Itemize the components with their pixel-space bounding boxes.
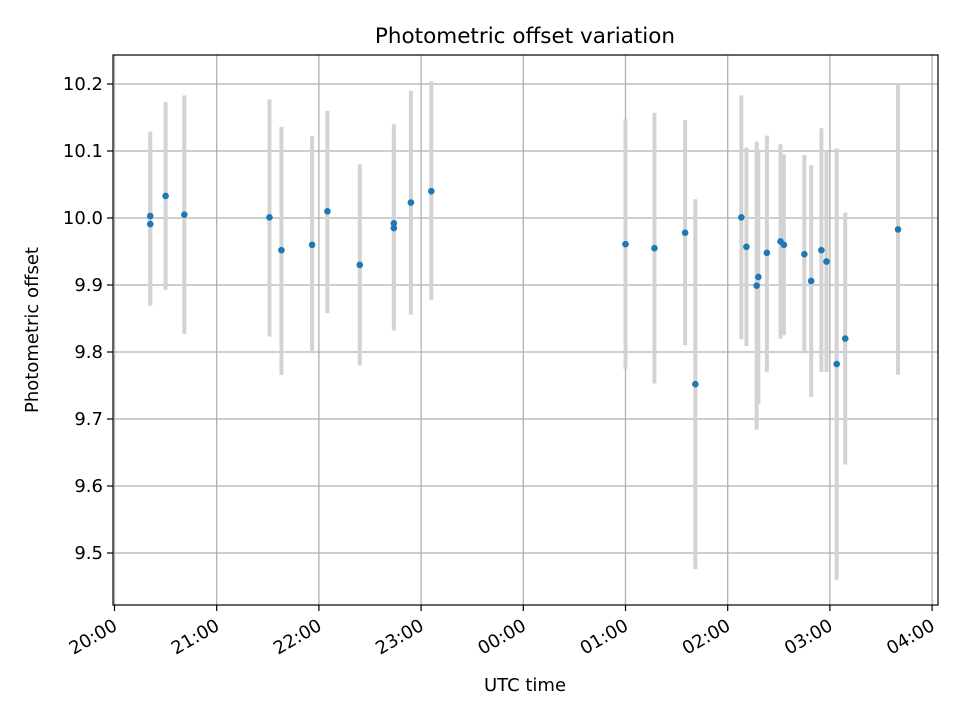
point-layer: [146, 187, 902, 388]
data-point: [801, 250, 808, 258]
y-tick-label: 9.9: [74, 275, 103, 296]
data-point: [324, 208, 331, 215]
data-point: [356, 261, 364, 269]
y-tick-label: 9.6: [74, 476, 103, 497]
data-point: [308, 241, 316, 249]
y-tick-label: 9.5: [74, 543, 103, 564]
y-tick-label: 9.7: [74, 409, 103, 430]
y-tick-label: 10.0: [63, 208, 103, 229]
y-tick-label: 10.1: [63, 141, 103, 162]
data-point: [894, 226, 902, 233]
data-point: [428, 187, 435, 195]
data-point: [755, 273, 762, 281]
data-point: [681, 229, 689, 237]
data-point: [390, 224, 398, 232]
data-point: [266, 214, 273, 221]
data-point: [651, 244, 658, 252]
data-point: [692, 380, 699, 388]
chart-title: Photometric offset variation: [375, 24, 675, 49]
y-axis: 9.5 9.6 9.7 9.8 9.9 10.0 10.1 10.2: [63, 74, 113, 564]
data-point: [146, 212, 154, 220]
data-point: [390, 220, 398, 227]
data-point: [763, 249, 771, 257]
data-point: [278, 246, 285, 254]
data-point: [833, 360, 841, 368]
data-point: [743, 243, 750, 251]
data-point: [753, 282, 760, 289]
y-tick-label: 9.8: [74, 342, 103, 363]
data-point: [407, 199, 415, 206]
y-tick-label: 10.2: [63, 74, 103, 95]
data-point: [841, 335, 849, 342]
data-point: [823, 258, 830, 265]
data-point: [146, 220, 154, 228]
plot-area: [113, 55, 938, 605]
grid-layer: [113, 55, 938, 605]
y-axis-label: Photometric offset: [22, 247, 43, 413]
data-point: [807, 277, 815, 285]
plot-frame: [112, 54, 939, 606]
x-axis-label: UTC time: [484, 675, 566, 696]
data-point: [738, 214, 745, 221]
data-point: [818, 246, 825, 254]
data-point: [622, 240, 629, 248]
data-point: [181, 211, 188, 218]
data-point: [780, 241, 788, 249]
data-point: [162, 192, 169, 200]
